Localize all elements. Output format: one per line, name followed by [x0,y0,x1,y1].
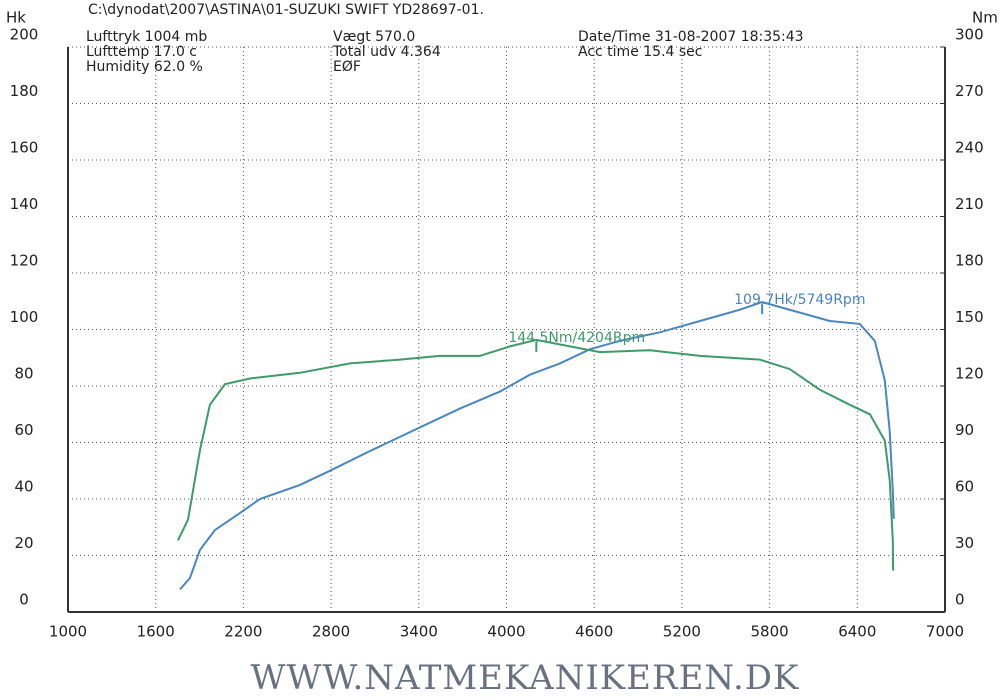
y2-tick-label: 0 [955,591,965,609]
y2-tick-label: 150 [955,308,984,326]
info: Total udv 4.364 [332,44,441,60]
y-axis-label: Hk [6,9,26,27]
x-tick-label: 1000 [49,623,87,641]
y-tick-label: 180 [10,82,39,100]
info: Humidity 62.0 % [86,59,203,75]
y2-tick-label: 30 [955,534,974,552]
y2-tick-label: 60 [955,478,974,496]
y-tick-label: 0 [19,591,29,609]
y2-tick-label: 240 [955,139,984,157]
y2-tick-label: 120 [955,365,984,383]
y2-tick-label: 270 [955,82,984,100]
file-path: C:\dynodat\2007\ASTINA\01-SUZUKI SWIFT Y… [88,2,484,18]
y-tick-label: 80 [14,365,33,383]
x-tick-label: 7000 [926,623,964,641]
info: Lufttryk 1004 mb [86,29,207,45]
y-tick-label: 20 [14,534,33,552]
y2-tick-label: 300 [955,26,984,44]
x-tick-label: 3400 [400,623,438,641]
x-tick-label: 6400 [838,623,876,641]
y2-tick-label: 180 [955,252,984,270]
x-tick-label: 4000 [487,623,525,641]
y2-axis-label: Nm [972,9,998,27]
info: Vægt 570.0 [333,29,415,45]
y-tick-label: 200 [10,26,39,44]
info: Lufttemp 17.0 c [86,44,197,60]
footer: WWW.NATMEKANIKEREN.DK [251,658,800,698]
y-tick-label: 120 [10,252,39,270]
x-tick-label: 5200 [663,623,701,641]
x-tick-label: 2200 [224,623,262,641]
y-tick-label: 60 [14,421,33,439]
y-tick-label: 100 [10,308,39,326]
info: Date/Time 31-08-2007 18:35:43 [578,29,804,45]
x-tick-label: 4600 [575,623,613,641]
info: Acc time 15.4 sec [578,44,702,60]
x-tick-label: 2800 [312,623,350,641]
info: EØF [333,59,361,75]
y2-tick-label: 90 [955,421,974,439]
x-tick-label: 5800 [751,623,789,641]
y-tick-label: 160 [10,139,39,157]
annotation: 109.7Hk/5749Rpm [734,292,865,308]
annotation: 144.5Nm/4204Rpm [508,330,645,346]
y2-tick-label: 210 [955,195,984,213]
line-series [177,338,895,571]
y-tick-label: 40 [14,478,33,496]
y-tick-label: 140 [10,195,39,213]
x-tick-label: 1600 [137,623,175,641]
